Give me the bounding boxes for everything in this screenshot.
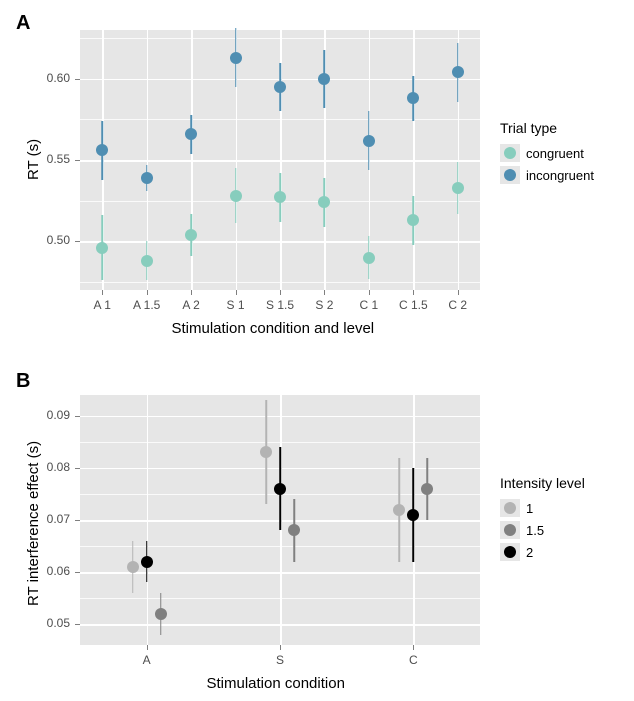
legend-dot-icon [504,546,516,558]
legend-item: 1.5 [500,519,585,541]
tick [280,290,281,295]
data-point [288,524,300,536]
data-point [421,483,433,495]
legend-label: 2 [526,545,533,560]
x-tick-label: A 1.5 [122,298,172,312]
panel-a-legend: Trial type congruent incongruent [500,120,594,186]
x-axis-title: Stimulation condition and level [172,320,375,337]
data-point [127,561,139,573]
legend-label: 1.5 [526,523,544,538]
x-tick-label: S 1.5 [255,298,305,312]
data-point [318,73,330,85]
x-tick-label: A [122,653,172,667]
data-point [260,446,272,458]
x-tick-label: S [255,653,305,667]
data-point [230,190,242,202]
legend-label: incongruent [526,168,594,183]
data-point [452,182,464,194]
x-tick-label: C 1 [344,298,394,312]
data-point [407,92,419,104]
data-point [407,509,419,521]
tick [236,290,237,295]
panel-a-label: A [16,12,30,35]
legend-key [500,521,520,539]
tick [75,160,80,161]
legend-key [500,144,520,162]
x-tick-label: C 1.5 [388,298,438,312]
tick [75,520,80,521]
legend-dot-icon [504,502,516,514]
legend-dot-icon [504,147,516,159]
data-point [96,144,108,156]
panel-b: 0.050.060.070.080.09ASCRT interference e… [80,395,480,645]
tick [413,645,414,650]
legend-key [500,166,520,184]
tick [191,290,192,295]
data-point [318,196,330,208]
legend-label: congruent [526,146,584,161]
tick [280,645,281,650]
y-tick-label: 0.09 [30,408,70,422]
x-tick-label: C [388,653,438,667]
legend-key [500,499,520,517]
gridline [413,30,415,290]
tick [75,572,80,573]
tick [75,241,80,242]
y-tick-label: 0.60 [30,71,70,85]
tick [75,624,80,625]
y-tick-label: 0.05 [30,616,70,630]
figure-root: A 0.500.550.60A 1A 1.5A 2S 1S 1.5S 2C 1C… [0,0,634,701]
legend-title: Intensity level [500,475,585,491]
y-axis-title: RT (s) [25,139,42,180]
x-tick-label: A 1 [77,298,127,312]
data-point [363,135,375,147]
data-point [274,81,286,93]
tick [369,290,370,295]
data-point [393,504,405,516]
data-point [141,172,153,184]
panel-a: 0.500.550.60A 1A 1.5A 2S 1S 1.5S 2C 1C 1… [80,30,480,290]
tick [413,290,414,295]
data-point [96,242,108,254]
y-tick-label: 0.50 [30,233,70,247]
tick [147,290,148,295]
legend-item: incongruent [500,164,594,186]
data-point [363,252,375,264]
tick [75,468,80,469]
data-point [274,483,286,495]
legend-item: 1 [500,497,585,519]
panel-b-legend: Intensity level 1 1.5 2 [500,475,585,563]
tick [75,79,80,80]
gridline [147,395,149,645]
tick [324,290,325,295]
x-tick-label: S 2 [299,298,349,312]
data-point [185,229,197,241]
legend-dot-icon [504,169,516,181]
legend-item: congruent [500,142,594,164]
x-tick-label: C 2 [433,298,483,312]
data-point [274,191,286,203]
legend-item: 2 [500,541,585,563]
x-axis-title: Stimulation condition [207,675,345,692]
tick [102,290,103,295]
data-point [407,214,419,226]
legend-dot-icon [504,524,516,536]
data-point [230,52,242,64]
data-point [141,255,153,267]
y-axis-title: RT interference effect (s) [25,441,42,606]
panel-b-label: B [16,370,30,393]
data-point [452,66,464,78]
data-point [155,608,167,620]
data-point [185,128,197,140]
legend-label: 1 [526,501,533,516]
legend-key [500,543,520,561]
tick [75,416,80,417]
x-tick-label: S 1 [211,298,261,312]
data-point [141,556,153,568]
legend-title: Trial type [500,120,594,136]
tick [458,290,459,295]
x-tick-label: A 2 [166,298,216,312]
tick [147,645,148,650]
